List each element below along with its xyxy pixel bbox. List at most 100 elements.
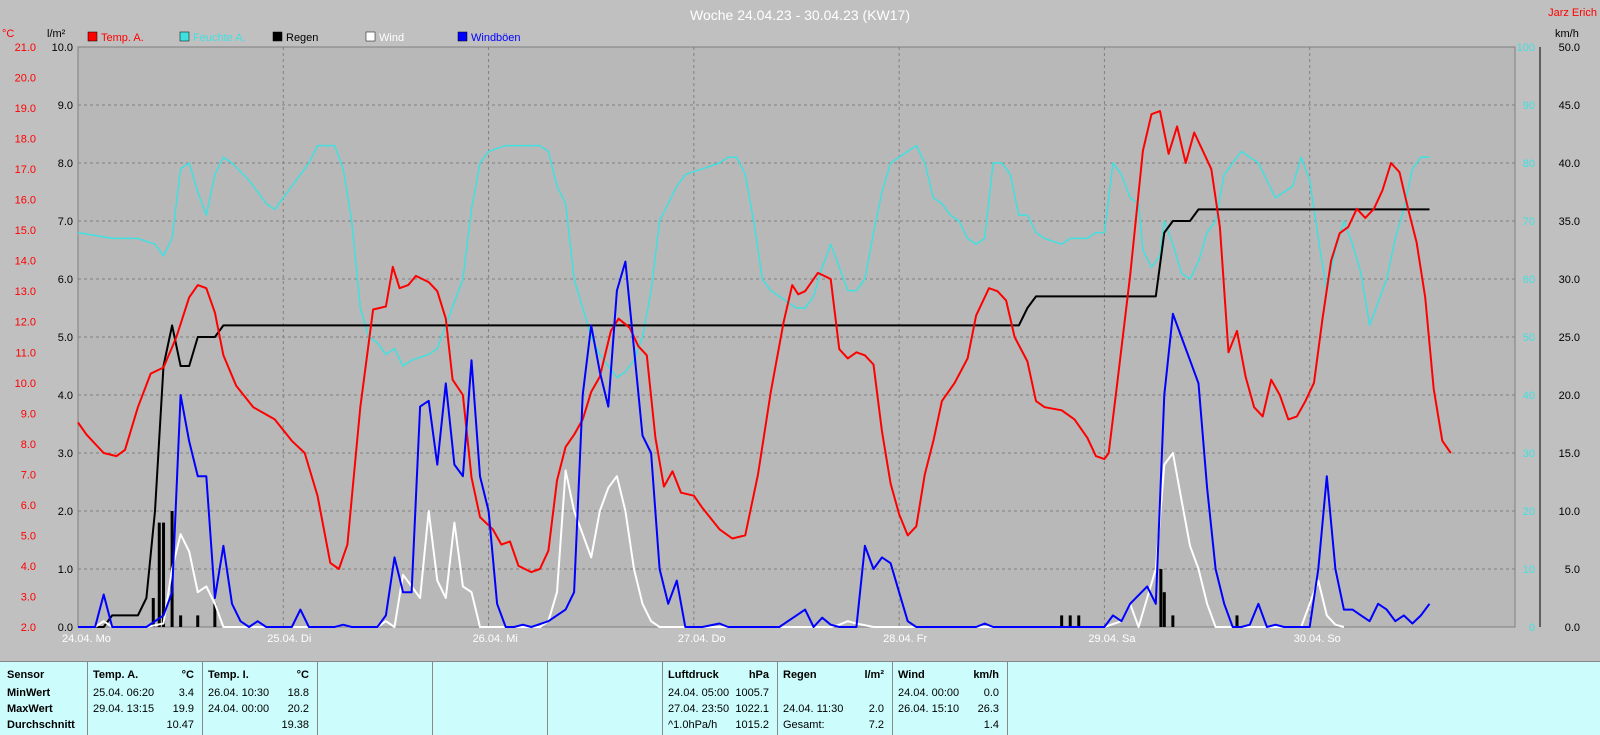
legend-label: Wind xyxy=(379,32,404,44)
label-sensor: Sensor xyxy=(7,669,45,681)
stats-panel: Sensor MinWert MaxWert Durchschnitt Temp… xyxy=(0,661,1600,735)
pressure-avg: 1015.2 xyxy=(735,719,769,731)
rain-bars xyxy=(151,511,1239,627)
humidity-tick-label: 20 xyxy=(1523,506,1535,518)
rain-axis-unit: l/m² xyxy=(47,28,66,40)
wind-tick-label: 25.0 xyxy=(1559,332,1580,344)
temp-i-unit: °C xyxy=(296,669,309,681)
rain-tick-label: 9.0 xyxy=(58,100,73,112)
series-temp-a xyxy=(77,110,1452,574)
wind-min: 0.0 xyxy=(983,687,999,699)
pressure-max: 1022.1 xyxy=(735,703,769,715)
wind-max: 26.3 xyxy=(977,703,999,715)
legend-swatch xyxy=(179,31,190,42)
label-max: MaxWert xyxy=(7,703,53,715)
temp-tick-label: 15.0 xyxy=(15,225,36,237)
temp-tick-label: 16.0 xyxy=(15,195,36,207)
humidity-tick-label: 90 xyxy=(1523,100,1535,112)
rain-tick-label: 1.0 xyxy=(58,564,73,576)
temp-a-header: Temp. A. xyxy=(93,669,139,681)
temp-tick-label: 9.0 xyxy=(21,408,36,420)
wind-min-time: 24.04. 00:00 xyxy=(898,687,960,699)
legend-label: Regen xyxy=(286,32,318,44)
temp-tick-label: 2.0 xyxy=(21,622,36,634)
wind-avg: 1.4 xyxy=(983,719,999,731)
temp-tick-label: 19.0 xyxy=(15,103,36,115)
wind-tick-label: 10.0 xyxy=(1559,506,1580,518)
wind-tick-label: 15.0 xyxy=(1559,448,1580,460)
humidity-tick-label: 80 xyxy=(1523,158,1535,170)
x-tick-label: 25.04. Di xyxy=(267,633,311,645)
wind-tick-label: 45.0 xyxy=(1559,100,1580,112)
temp-i-max-time: 24.04. 00:00 xyxy=(208,703,270,715)
stats-temp-a: Temp. A. °C 25.04. 06:20 3.4 29.04. 13:1… xyxy=(88,662,203,735)
x-tick-label: 28.04. Fr xyxy=(883,633,927,645)
temp-tick-label: 18.0 xyxy=(15,134,36,146)
station-label: Jarz Erich xyxy=(1548,7,1597,19)
temp-tick-label: 12.0 xyxy=(15,317,36,329)
pressure-min: 1005.7 xyxy=(735,687,769,699)
temp-tick-label: 20.0 xyxy=(15,73,36,85)
x-tick-label: 29.04. Sa xyxy=(1088,633,1136,645)
temp-axis-unit: °C xyxy=(2,28,14,40)
x-tick-label: 26.04. Mi xyxy=(473,633,518,645)
label-min: MinWert xyxy=(7,687,51,699)
wind-tick-label: 35.0 xyxy=(1559,216,1580,228)
x-tick-label: 24.04. Mo xyxy=(62,633,111,645)
temp-tick-label: 8.0 xyxy=(21,439,36,451)
plot-area xyxy=(77,46,1516,628)
wind-header: Wind xyxy=(898,669,925,681)
wind-tick-label: 50.0 xyxy=(1559,42,1580,54)
series-feuchte-a xyxy=(77,144,1430,379)
stats-row-labels: Sensor MinWert MaxWert Durchschnitt xyxy=(0,662,88,735)
chart-title: Woche 24.04.23 - 30.04.23 (KW17) xyxy=(690,7,910,23)
rain-total-label: Gesamt: xyxy=(783,719,825,731)
temp-i-avg: 19.38 xyxy=(281,719,309,731)
legend-swatch xyxy=(365,31,376,42)
rain-max-time: 24.04. 11:30 xyxy=(783,703,844,715)
series-windböen xyxy=(78,260,1431,628)
x-tick-label: 30.04. So xyxy=(1294,633,1341,645)
rain-tick-label: 2.0 xyxy=(58,506,73,518)
stats-wind: Wind km/h 24.04. 00:00 0.0 26.04. 15:10 … xyxy=(893,662,1008,735)
wind-axis-unit: km/h xyxy=(1555,28,1579,40)
temp-a-unit: °C xyxy=(181,669,194,681)
temp-i-max: 20.2 xyxy=(287,703,309,715)
temp-tick-label: 3.0 xyxy=(21,591,36,603)
temp-a-avg: 10.47 xyxy=(166,719,194,731)
temp-i-header: Temp. I. xyxy=(208,669,249,681)
wind-unit: km/h xyxy=(973,669,999,681)
temp-tick-label: 21.0 xyxy=(15,42,36,54)
humidity-tick-label: 0 xyxy=(1529,622,1535,634)
rain-tick-label: 4.0 xyxy=(58,390,73,402)
weather-chart: 24.04. Mo 25.04. Di 26.04. Mi 27.04. Do 28.0… xyxy=(2,7,1597,645)
temp-tick-label: 14.0 xyxy=(15,256,36,268)
label-avg: Durchschnitt xyxy=(7,719,75,731)
humidity-tick-label: 40 xyxy=(1523,390,1535,402)
pressure-header: Luftdruck xyxy=(668,669,719,681)
rain-tick-label: 6.0 xyxy=(58,274,73,286)
stats-empty-2 xyxy=(433,662,548,735)
pressure-trend: ^1.0hPa/h xyxy=(668,719,718,731)
stats-temp-i: Temp. I. °C 26.04. 10:30 18.8 24.04. 00:… xyxy=(203,662,318,735)
axis-labels: 24.04. Mo 25.04. Di 26.04. Mi 27.04. Do 28.0… xyxy=(15,42,1580,645)
wind-tick-label: 5.0 xyxy=(1565,564,1580,576)
legend-swatch xyxy=(457,31,468,42)
humidity-tick-label: 50 xyxy=(1523,332,1535,344)
rain-tick-label: 7.0 xyxy=(58,216,73,228)
humidity-tick-label: 60 xyxy=(1523,274,1535,286)
humidity-tick-label: 30 xyxy=(1523,448,1535,460)
stats-pressure: Luftdruck hPa 24.04. 05:00 1005.7 27.04.… xyxy=(663,662,778,735)
temp-tick-label: 5.0 xyxy=(21,530,36,542)
temp-a-min: 3.4 xyxy=(178,687,194,699)
humidity-tick-label: 100 xyxy=(1517,42,1535,54)
legend-swatch xyxy=(87,31,98,42)
legend-swatch xyxy=(272,31,283,42)
humidity-tick-label: 70 xyxy=(1523,216,1535,228)
wind-tick-label: 30.0 xyxy=(1559,274,1580,286)
rain-max: 2.0 xyxy=(868,703,884,715)
temp-i-min: 18.8 xyxy=(287,687,309,699)
legend-label: Windböen xyxy=(471,32,521,44)
rain-tick-label: 10.0 xyxy=(52,42,73,54)
legend-label: Temp. A. xyxy=(101,32,144,44)
